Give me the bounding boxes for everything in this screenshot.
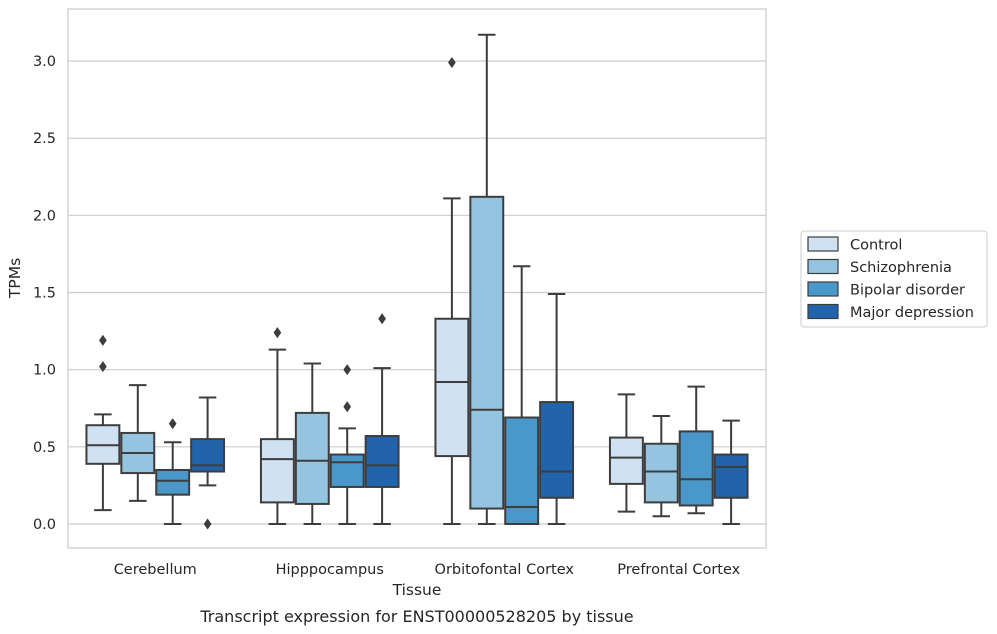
box-groups — [85, 33, 749, 530]
legend-label: Bipolar disorder — [850, 283, 965, 299]
y-tick-label: 0.0 — [33, 517, 56, 533]
x-tick-label: Prefrontal Cortex — [617, 562, 740, 578]
legend-swatch — [807, 303, 839, 320]
x-tick-label: Cerebellum — [114, 562, 197, 578]
outlier-point — [343, 364, 352, 376]
series-control — [85, 56, 644, 525]
legend-frame — [800, 230, 988, 328]
outlier-point — [203, 518, 212, 530]
box — [329, 453, 365, 488]
box — [678, 430, 714, 507]
outlier-point — [273, 326, 282, 339]
y-axis-title: TPMs — [6, 258, 24, 299]
outlier-point — [98, 360, 107, 373]
outlier-point — [98, 334, 107, 346]
box — [713, 453, 749, 499]
legend-swatch — [807, 236, 839, 252]
box — [155, 468, 191, 496]
legend-label: Control — [850, 238, 902, 254]
box — [469, 195, 505, 510]
outlier-point — [378, 313, 387, 325]
legend-swatch — [807, 281, 839, 297]
series-schizophrenia — [120, 33, 679, 525]
series-major-depression — [190, 293, 749, 530]
y-tick-labels: 0.0 0.5 1.0 1.5 2.0 2.5 3.0 — [33, 54, 56, 533]
x-tick-labels: Cerebellum Hipppocampus Orbitofontal Corte… — [114, 562, 741, 578]
box — [539, 401, 575, 499]
x-tick-label: Hipppocampus — [276, 562, 384, 578]
box — [608, 436, 644, 485]
outlier-point — [343, 401, 352, 413]
legend-label: Major depression — [850, 305, 974, 321]
box — [643, 442, 679, 504]
y-tick-label: 1.0 — [33, 363, 56, 379]
box — [259, 438, 295, 504]
outlier-point — [168, 418, 177, 430]
x-axis-title: Tissue — [392, 581, 442, 599]
y-tick-label: 2.0 — [33, 208, 56, 224]
box — [364, 435, 400, 488]
box — [190, 438, 226, 473]
figure-caption: Transcript expression for ENST0000052820… — [199, 607, 633, 626]
legend-swatch — [807, 258, 839, 275]
series-bipolar-disorder — [155, 265, 714, 526]
legend-label: Schizophrenia — [850, 260, 952, 276]
y-tick-label: 3.0 — [33, 54, 56, 70]
y-tick-label: 2.5 — [33, 131, 56, 147]
outlier-point — [447, 56, 456, 69]
y-tick-label: 0.5 — [33, 440, 56, 456]
box — [434, 317, 470, 458]
legend: Control Schizophrenia Bipolar disorder Majo… — [800, 230, 988, 328]
x-tick-label: Orbitofontal Cortex — [435, 562, 575, 578]
y-tick-label: 1.5 — [33, 286, 56, 302]
box — [504, 416, 540, 526]
box — [294, 411, 330, 505]
